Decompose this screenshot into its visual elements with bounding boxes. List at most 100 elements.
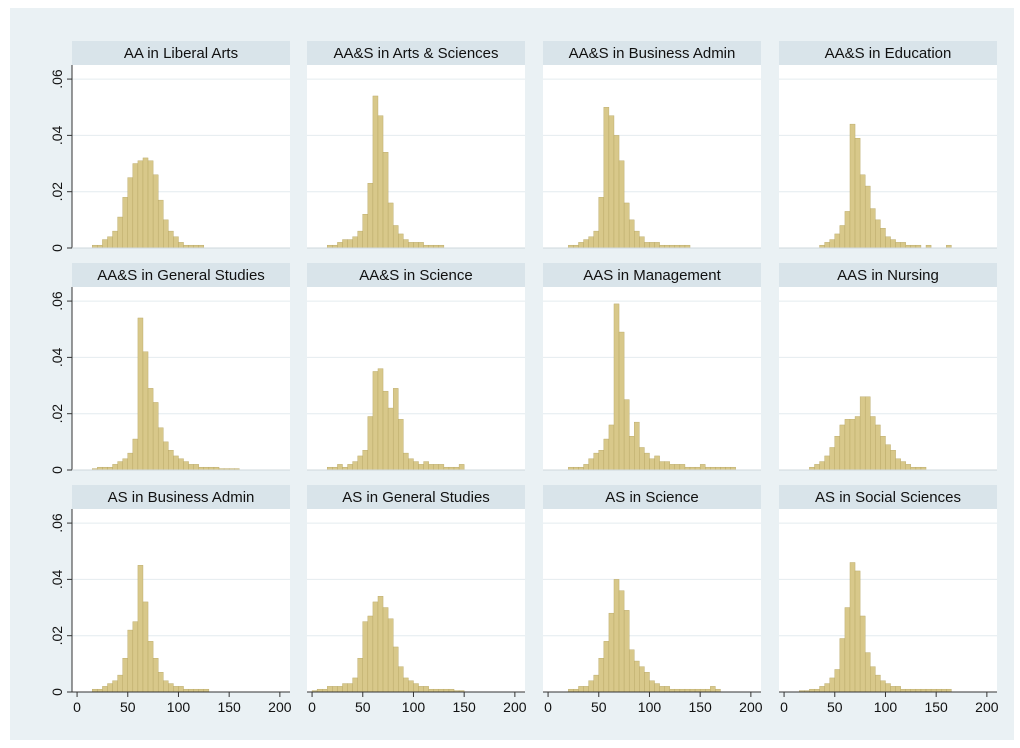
panel: AS in Business Admin 0 .02 .04 .06 0 50 100 150 2… [49, 485, 292, 715]
histogram-bar [834, 669, 841, 693]
histogram-bar [628, 436, 635, 471]
histogram-bar [824, 242, 830, 249]
panel-title-strip [72, 485, 290, 509]
histogram-bar [168, 450, 174, 471]
histogram-bar [347, 239, 353, 249]
panel: AA&S in Science [307, 263, 525, 471]
histogram-bar [112, 230, 118, 249]
histogram-bar [332, 686, 338, 693]
histogram-bar [583, 464, 589, 471]
histogram-bar [623, 399, 630, 471]
histogram-bar [849, 562, 856, 693]
histogram-bar [613, 303, 620, 471]
histogram-bar [127, 177, 134, 249]
histogram-bar [362, 214, 369, 249]
plot-area [543, 65, 761, 248]
histogram-bar [382, 607, 389, 693]
histogram-bar [387, 407, 394, 471]
panel-title-strip [779, 485, 997, 509]
y-tick-label: .04 [49, 569, 65, 589]
histogram-bar [634, 421, 640, 471]
x-tick-label: 200 [503, 699, 527, 715]
x-tick-label: 200 [975, 699, 999, 715]
histogram-bar [859, 174, 866, 249]
plot-area [307, 65, 525, 248]
histogram-bar [649, 242, 655, 249]
histogram-bar [654, 683, 660, 693]
panel: AS in Science 0 50 100 150 200 [543, 485, 763, 715]
histogram-bar [880, 228, 886, 249]
histogram-bar [634, 660, 640, 693]
histogram-bar [864, 396, 871, 471]
histogram-bar [178, 686, 184, 693]
plot-area [307, 287, 525, 470]
y-tick-label: .06 [49, 291, 65, 311]
histogram-bar [163, 219, 169, 249]
histogram-bar [905, 464, 912, 471]
histogram-bar [699, 464, 706, 471]
histogram-bar [870, 416, 876, 471]
panel-title: AAS in Management [583, 267, 721, 284]
panel: AAS in Management [543, 263, 761, 471]
panel: AA in Liberal Arts 0 .02 .04 .06 [49, 41, 290, 252]
histogram-bar [900, 242, 906, 249]
histogram-bar [403, 452, 409, 471]
histogram-bar [870, 666, 876, 693]
histogram-bar [608, 424, 615, 471]
histogram-bar [428, 464, 434, 471]
plot-area [72, 65, 290, 248]
histogram-bar [628, 219, 635, 249]
histogram-bar [875, 219, 881, 249]
histogram-bar [710, 686, 716, 693]
histogram-bar [193, 464, 199, 471]
histogram-bar [433, 464, 440, 471]
histogram-bar [613, 579, 620, 693]
histogram-bar [403, 677, 409, 693]
histogram-bar [413, 242, 419, 249]
histogram-bar [122, 658, 128, 693]
histogram-bar [347, 683, 353, 693]
panel-title: AA in Liberal Arts [124, 45, 238, 62]
panel: AS in General Studies 0 50 100 150 200 [307, 485, 527, 715]
histogram-bar [890, 686, 896, 693]
y-tick-label: .02 [49, 404, 65, 424]
histogram-bar [844, 607, 851, 693]
histogram-bar [423, 461, 429, 471]
y-tick-label: .02 [49, 626, 65, 646]
panel: AA&S in Arts & Sciences [307, 41, 525, 249]
histogram-bar [458, 464, 465, 471]
histogram-bar [618, 331, 625, 471]
histogram-bar [157, 199, 164, 249]
histogram-bar [147, 641, 154, 693]
panel: AS in Social Sciences 0 50 100 150 200 [779, 485, 999, 715]
x-tick-label: 100 [874, 699, 898, 715]
y-tick-label: .04 [49, 125, 65, 145]
histogram-bar [107, 683, 113, 693]
x-tick-label: 0 [544, 699, 552, 715]
histogram-bar [895, 242, 901, 249]
histogram-bar [819, 461, 825, 471]
histogram-bar [664, 461, 670, 471]
histogram-bar [377, 115, 384, 249]
plot-area [543, 287, 761, 470]
panel: AAS in Nursing [779, 263, 997, 471]
y-tick-label: .02 [49, 182, 65, 202]
x-tick-label: 50 [120, 699, 136, 715]
histogram-bar [644, 452, 650, 471]
histogram-bar [890, 239, 896, 249]
histogram-bar [854, 416, 861, 471]
histogram-bar [885, 444, 891, 471]
histogram-bar [387, 202, 394, 249]
histogram-bar [157, 672, 164, 693]
histogram-bar [819, 686, 825, 693]
histogram-bar [382, 152, 389, 249]
histogram-bar [880, 436, 886, 471]
histogram-bar [829, 239, 835, 249]
histogram-bar [890, 450, 896, 471]
histogram-bar [413, 683, 419, 693]
histogram-bar [408, 680, 414, 693]
histogram-bar [659, 461, 665, 471]
histogram-bar [127, 629, 134, 693]
histogram-bar [608, 115, 615, 249]
